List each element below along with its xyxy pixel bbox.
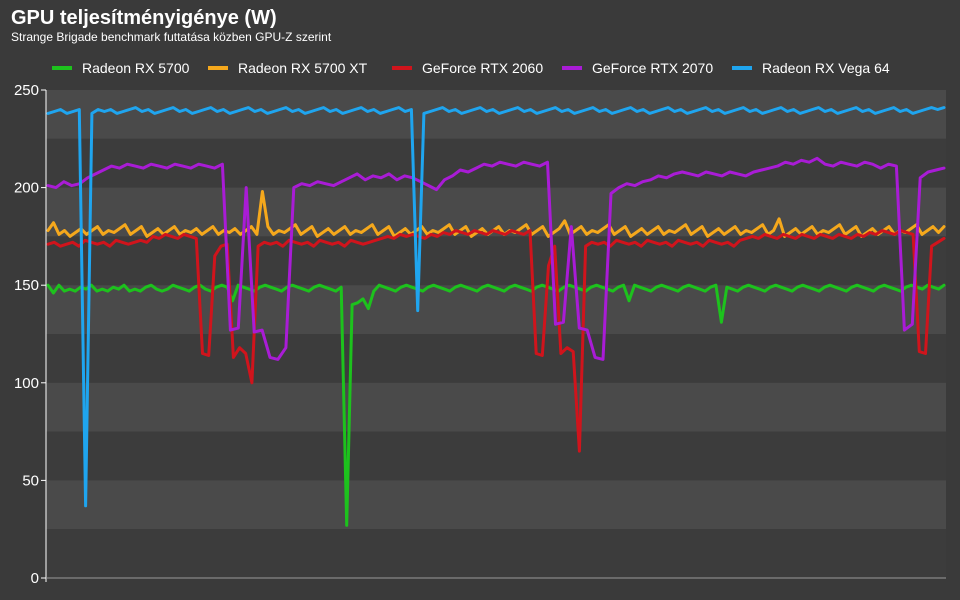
grid-band <box>46 236 946 286</box>
legend-label: Radeon RX 5700 <box>82 60 190 76</box>
series-lines <box>46 106 946 527</box>
grid-band <box>46 334 946 383</box>
y-ticks: 0 50 100 150 200 250 <box>14 82 46 587</box>
y-tick-label: 150 <box>14 277 39 294</box>
grid-band <box>46 382 946 432</box>
chart-subtitle: Strange Brigade benchmark futtatása közb… <box>11 30 332 44</box>
y-tick-label: 250 <box>14 82 39 99</box>
grid-band <box>46 529 946 578</box>
legend-label: GeForce RTX 2070 <box>592 60 713 76</box>
chart-title: GPU teljesítményigénye (W) <box>11 7 277 29</box>
grid-band <box>46 480 946 530</box>
plot-bands <box>46 90 946 578</box>
series-line <box>46 156 946 361</box>
y-tick-label: 200 <box>14 180 39 197</box>
series-line <box>46 190 946 238</box>
series-line <box>46 106 946 508</box>
y-tick-label: 50 <box>22 472 39 489</box>
legend-label: Radeon RX Vega 64 <box>762 60 890 76</box>
grid-band <box>46 431 946 481</box>
legend-label: GeForce RTX 2060 <box>422 60 543 76</box>
legend-label: Radeon RX 5700 XT <box>238 60 368 76</box>
y-tick-label: 100 <box>14 375 39 392</box>
series-line <box>46 229 946 453</box>
y-tick-label: 0 <box>31 570 39 587</box>
grid-band <box>46 90 946 139</box>
axes <box>45 90 946 582</box>
legend: Radeon RX 5700 Radeon RX 5700 XT GeForce R… <box>52 60 890 76</box>
grid-band <box>46 285 946 334</box>
series-line <box>46 283 946 527</box>
